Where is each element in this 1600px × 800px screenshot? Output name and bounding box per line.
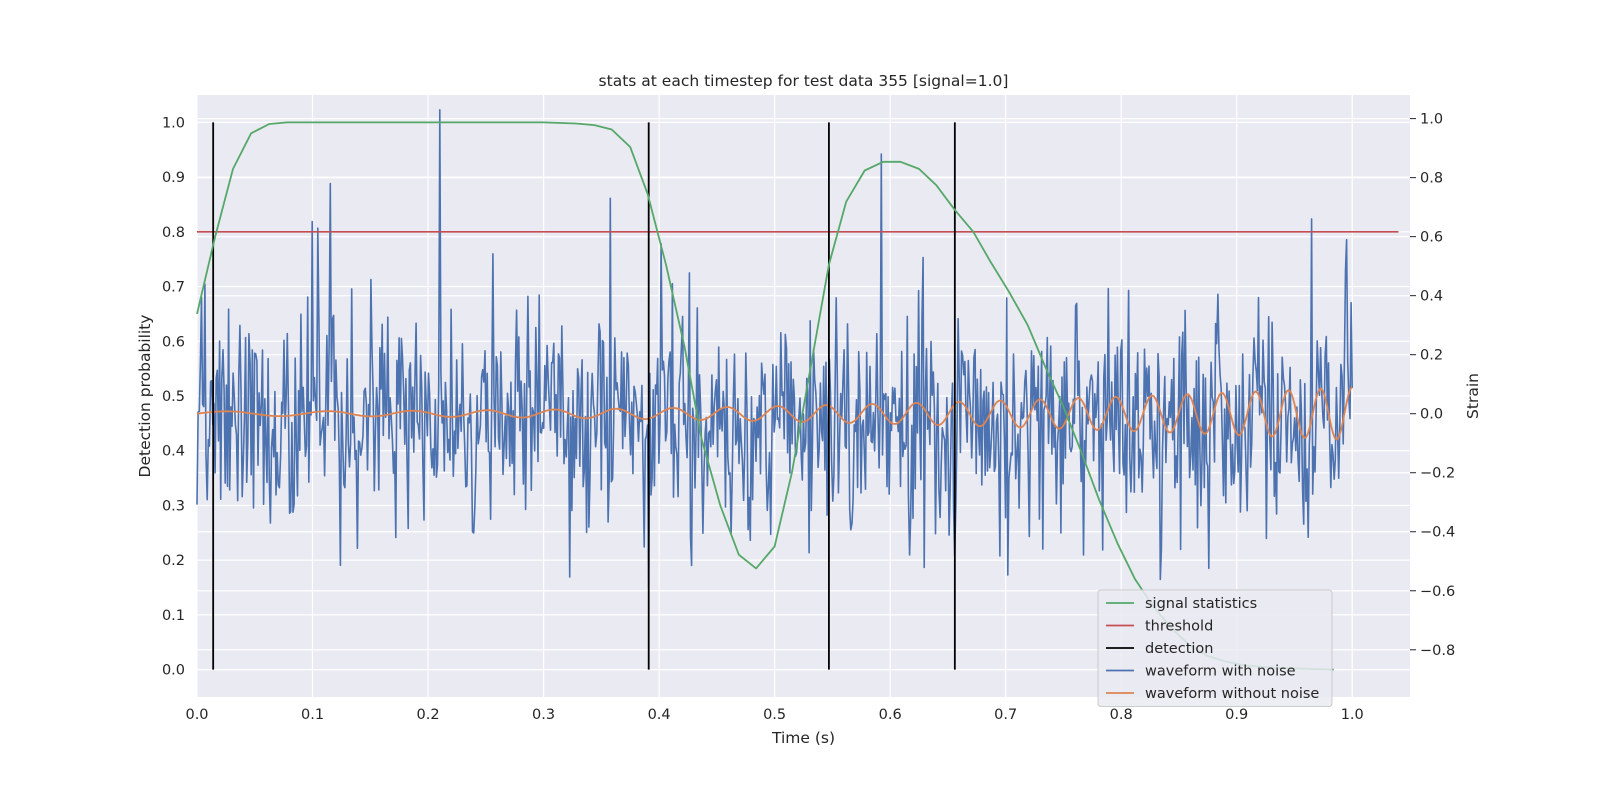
legend-label: signal statistics	[1145, 596, 1257, 612]
x-tick-label: 0.1	[301, 707, 324, 723]
y-tick-label-left: 0.6	[162, 334, 185, 350]
y-tick-label-right: −0.2	[1420, 466, 1455, 482]
y-tick-label-left: 0.9	[162, 170, 185, 186]
legend-label: waveform with noise	[1145, 664, 1296, 680]
series-waveform-without-noise	[196, 386, 1353, 441]
y-tick-label-left: 0.1	[162, 608, 185, 624]
x-tick-label: 0.5	[763, 707, 786, 723]
y-tick-label-left: 0.8	[162, 225, 185, 241]
y-tick-label-right: 1.0	[1420, 112, 1443, 128]
legend-label: waveform without noise	[1145, 686, 1319, 702]
y-tick-label-left: 0.7	[162, 280, 185, 296]
legend-label: threshold	[1145, 619, 1213, 635]
legend: signal statistics threshold detection wavef…	[1097, 589, 1333, 707]
y-tick-label-left: 0.3	[162, 498, 185, 514]
legend-label: detection	[1145, 641, 1213, 657]
y-tick-label-right: 0.8	[1420, 171, 1443, 187]
x-tick-label: 0.8	[1110, 707, 1133, 723]
y-axis-label-right: Strain	[1464, 373, 1482, 419]
x-tick-label: 0.6	[879, 707, 902, 723]
x-tick-label: 0.9	[1225, 707, 1248, 723]
x-tick-label: 0.4	[648, 707, 671, 723]
y-tick-label-right: −0.4	[1420, 525, 1455, 541]
tick-labels: 0.0 0.1 0.2 0.3 0.4 0.5 0.6 0.7 0.8 0.9 1.0 0.0 0.1 0…	[162, 112, 1455, 723]
x-tick-label: 0.3	[532, 707, 555, 723]
y-tick-label-right: 0.2	[1420, 348, 1443, 364]
y-tick-label-left: 0.5	[162, 389, 185, 405]
legend-box	[1097, 589, 1333, 707]
y-tick-label-right: −0.8	[1420, 643, 1455, 659]
y-tick-label-left: 0.4	[162, 444, 185, 460]
y-tick-label-left: 0.0	[162, 663, 185, 679]
y-tick-label-right: 0.0	[1420, 407, 1443, 423]
y-tick-label-right: 0.6	[1420, 230, 1443, 246]
x-tick-label: 0.0	[185, 707, 208, 723]
series-waveform-with-noise	[196, 109, 1353, 589]
y-tick-label-left: 0.2	[162, 553, 185, 569]
x-axis-label: Time (s)	[771, 729, 835, 747]
x-tick-label: 1.0	[1341, 707, 1364, 723]
x-tick-label: 0.2	[417, 707, 440, 723]
chart-title: stats at each timestep for test data 355…	[599, 72, 1009, 90]
y-tick-label-right: 0.4	[1420, 289, 1443, 305]
y-tick-label-left: 1.0	[162, 115, 185, 131]
y-tick-label-right: −0.6	[1420, 584, 1455, 600]
y-axis-label-left: Detection probability	[136, 315, 154, 478]
x-tick-label: 0.7	[994, 707, 1017, 723]
